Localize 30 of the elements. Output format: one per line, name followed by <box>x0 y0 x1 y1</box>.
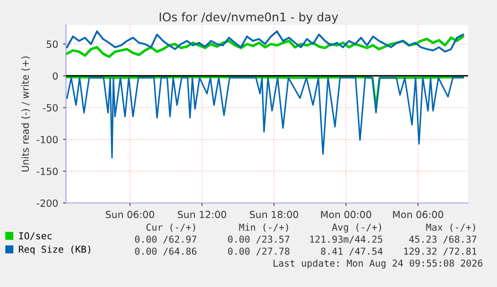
text: 129.32 /72.81 <box>404 248 476 256</box>
text: 0.00 /62.97 <box>135 236 196 244</box>
y-axis-title: Units read (-) / write (+) <box>21 56 30 172</box>
chart-title: IOs for /dev/nvme0n1 - by day <box>160 12 338 24</box>
x-tick-label: Mon 06:00 <box>393 210 444 218</box>
x-tick-label: Sun 12:00 <box>178 210 226 218</box>
text: Avg (-/+) <box>332 223 382 233</box>
y-tick-label: -200 <box>36 199 58 207</box>
y-tick-label: 50 <box>46 40 58 48</box>
text: 0.00 /64.86 <box>135 248 196 256</box>
text: 0.00 /27.78 <box>228 248 290 256</box>
legend-label: Req Size (KB) <box>18 245 90 255</box>
y-tick-label: 0 <box>52 72 58 80</box>
text: Last update: Mon Aug 24 09:55:08 2026 <box>274 259 482 269</box>
y-tick-label: -150 <box>36 168 58 176</box>
y-tick-label: -100 <box>36 136 58 144</box>
line-series <box>66 30 464 53</box>
x-tick-label: Sun 18:00 <box>250 210 298 218</box>
text: Max (-/+) <box>426 223 476 232</box>
line-series <box>66 77 464 159</box>
text: 121.93m/44.25 <box>310 236 382 244</box>
legend-label: IO/sec <box>19 232 52 240</box>
text: 0.00 /23.57 <box>228 236 290 244</box>
text: 45.23 /68.37 <box>409 236 476 244</box>
text: Min (-/+) <box>239 223 288 232</box>
x-tick-label: Mon 00:00 <box>321 210 372 218</box>
text: Cur (-/+) <box>146 223 196 232</box>
text: 8.41 /47.54 <box>321 248 383 256</box>
x-tick-label: Sun 06:00 <box>106 210 154 218</box>
y-tick-label: -50 <box>42 104 58 112</box>
